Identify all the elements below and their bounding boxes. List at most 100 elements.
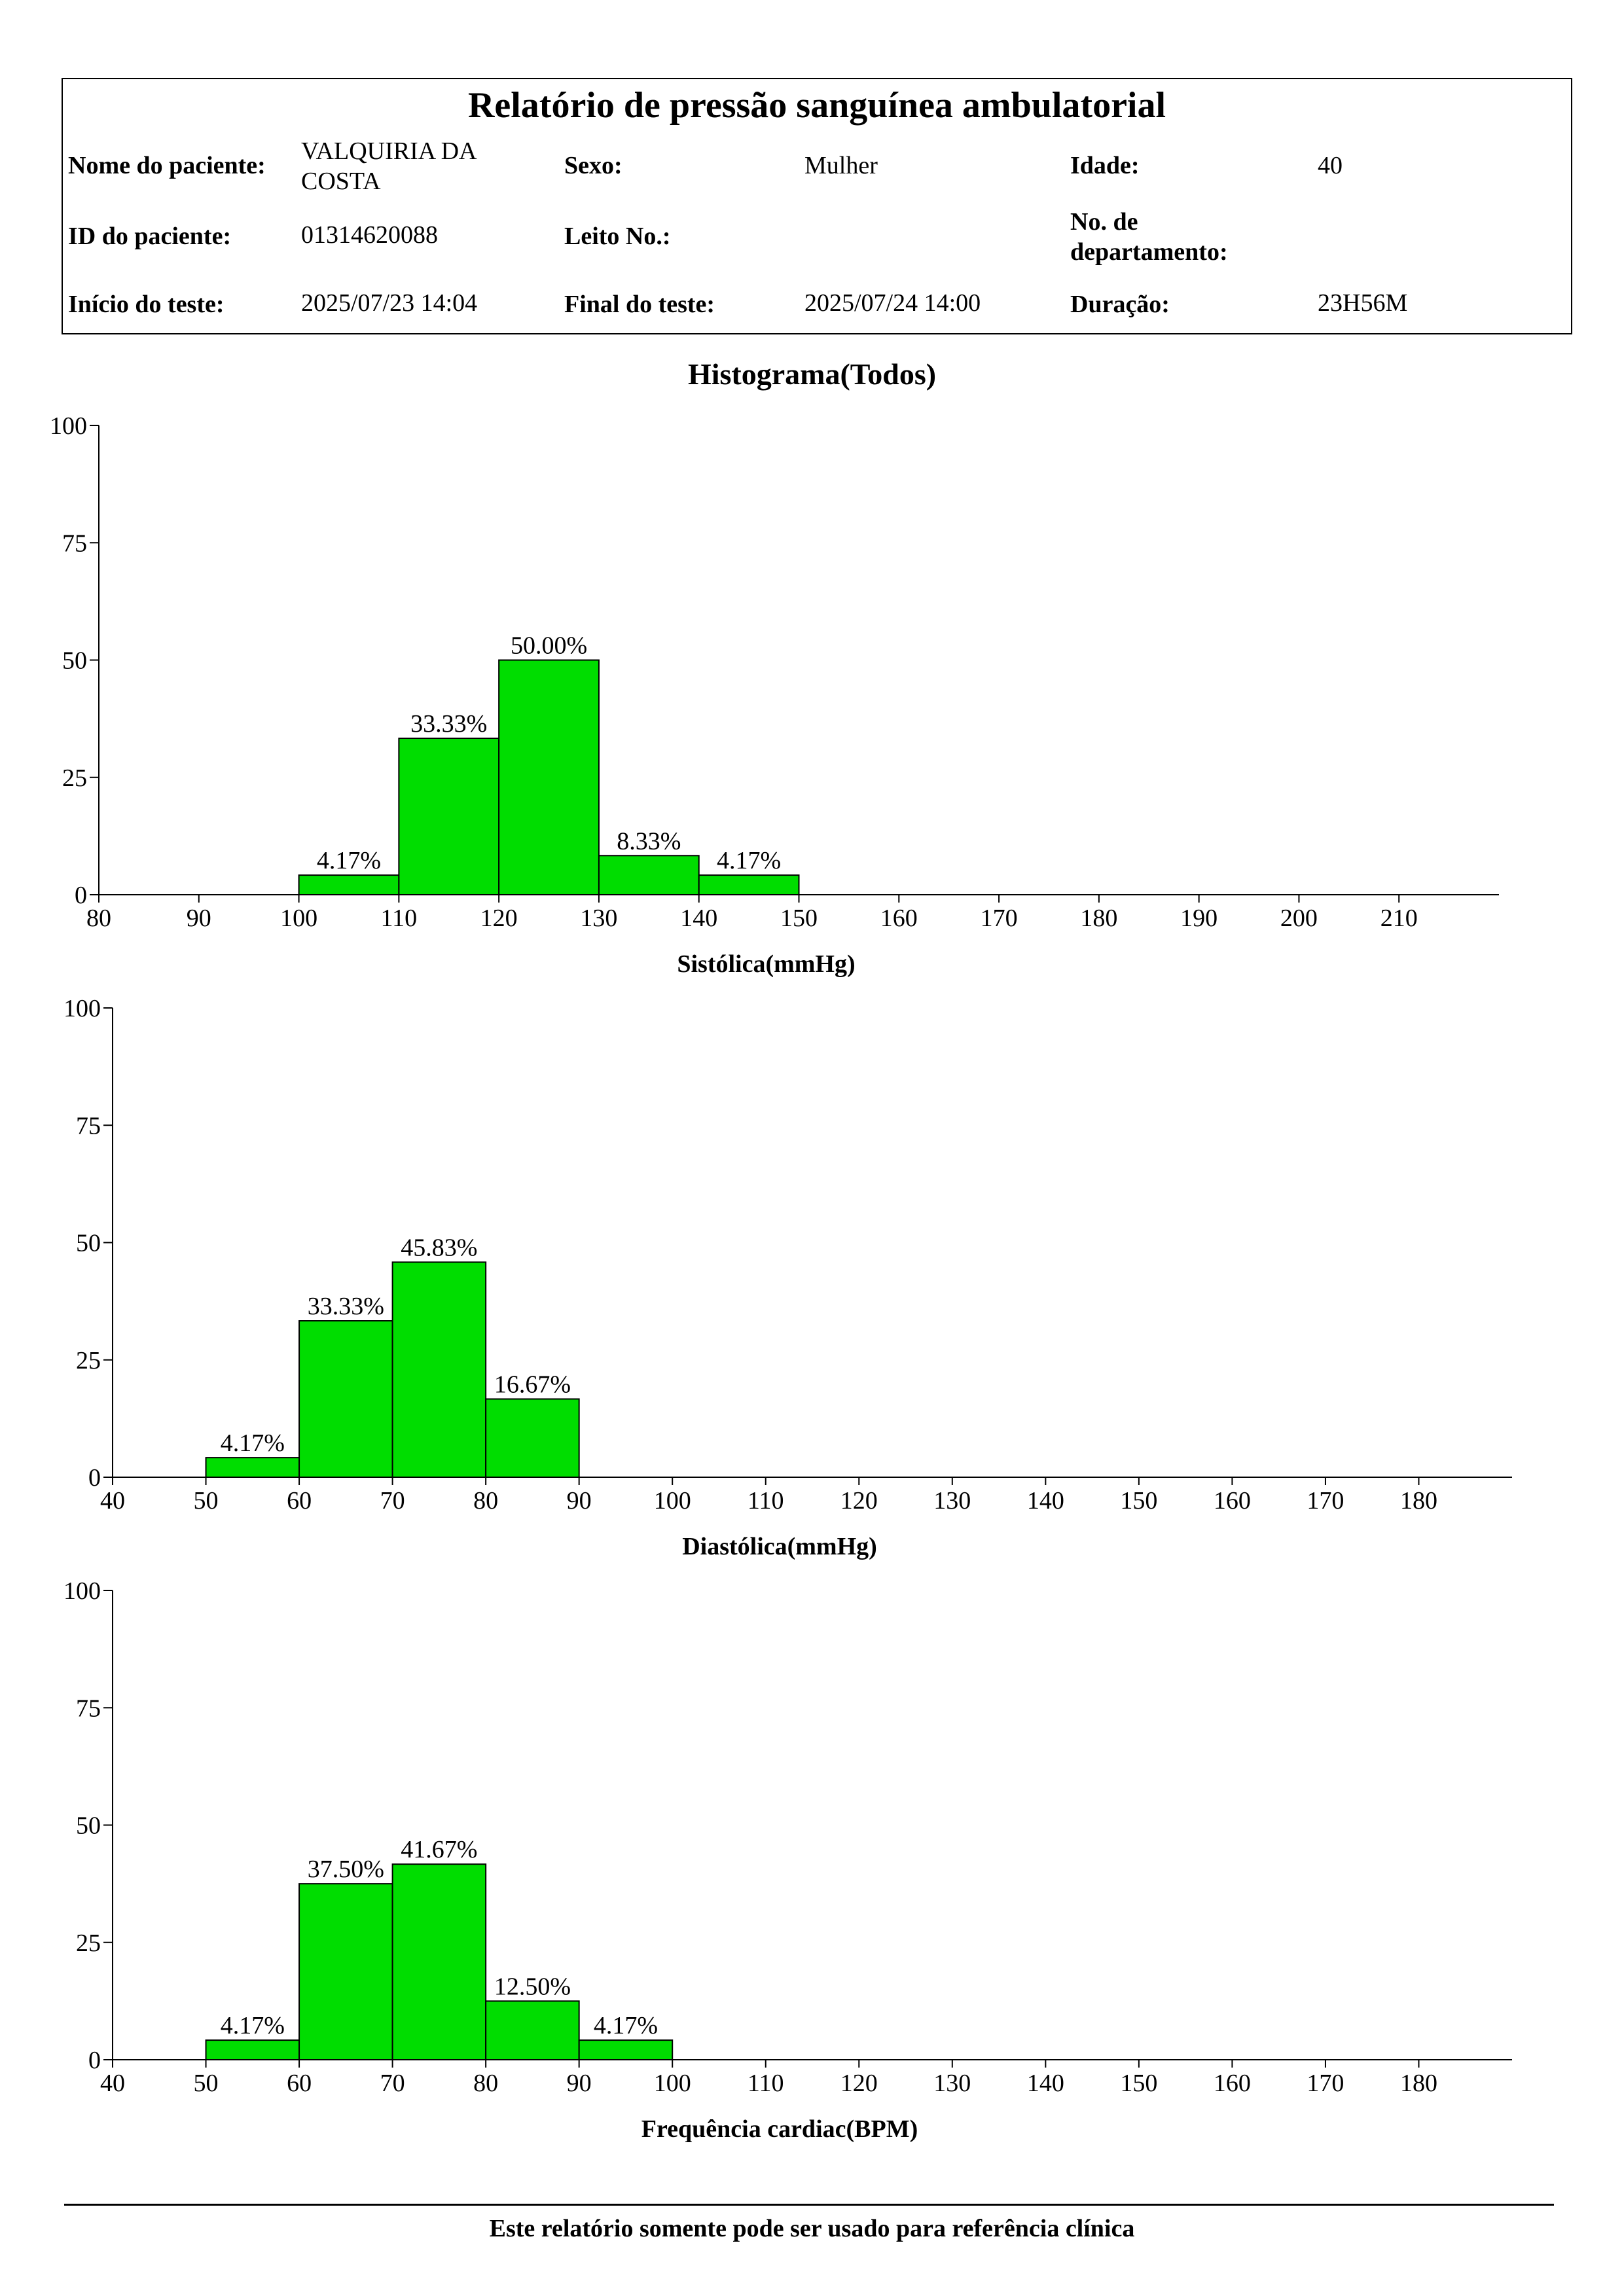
histogram-bar (391, 1863, 487, 2060)
end-value: 2025/07/24 14:00 (804, 289, 981, 317)
x-axis-title: Diastólica(mmHg) (682, 1533, 877, 1560)
y-tick-label: 100 (50, 412, 87, 440)
histogram-bar (578, 2039, 674, 2060)
x-tick-label: 110 (748, 2070, 784, 2097)
dept-label-line1: No. de (1070, 208, 1138, 236)
x-tick-label: 70 (380, 1487, 405, 1515)
x-tick-label: 40 (100, 1487, 125, 1515)
x-tick-label: 120 (840, 1487, 878, 1515)
footer-divider (64, 2204, 1554, 2206)
histogram-bar (398, 738, 500, 895)
histogram-bar (298, 1883, 393, 2060)
y-tick-label: 25 (76, 1929, 101, 1957)
histogram-bar (391, 1261, 487, 1478)
x-tick-label: 160 (1214, 2070, 1251, 2097)
x-axis-title: Sistólica(mmHg) (677, 950, 855, 978)
x-tick-label: 140 (1027, 1487, 1064, 1515)
y-tick-label: 100 (63, 1577, 101, 1605)
systolic-histogram: 0 25 50 75 100 80 90 100 110 120 130 140 150 160 170 18… (50, 412, 1499, 978)
y-tick-label: 75 (62, 529, 87, 557)
x-tick-label: 120 (840, 2070, 878, 2097)
y-tick-label: 0 (75, 882, 87, 909)
histogram-bar (498, 659, 600, 895)
bar-value-label: 33.33% (308, 1293, 384, 1320)
x-tick-label: 40 (100, 2070, 125, 2097)
bed-label: Leito No.: (564, 223, 671, 250)
sex-label: Sexo: (564, 152, 623, 179)
patient-id-label: ID do paciente: (68, 223, 232, 250)
x-tick-label: 140 (1027, 2070, 1064, 2097)
report-header: Relatório de pressão sanguínea ambulator… (62, 78, 1572, 334)
x-tick-label: 210 (1380, 905, 1418, 932)
x-tick-label: 170 (1307, 2070, 1344, 2097)
start-value: 2025/07/23 14:04 (301, 289, 478, 317)
x-tick-label: 110 (748, 1487, 784, 1515)
end-label: Final do teste: (564, 291, 715, 318)
sex-value: Mulher (804, 152, 878, 179)
x-tick-label: 110 (381, 905, 418, 932)
patient-name-value-line1: VALQUIRIA DA (301, 137, 477, 165)
y-tick-label: 0 (88, 2047, 101, 2074)
y-tick-label: 75 (76, 1112, 101, 1139)
histogram-bar (205, 1457, 300, 1478)
y-tick-label: 50 (62, 647, 87, 675)
x-tick-label: 150 (1120, 1487, 1157, 1515)
x-tick-label: 50 (194, 2070, 219, 2097)
histogram-bar (298, 1320, 393, 1478)
x-tick-label: 170 (981, 905, 1018, 932)
x-tick-label: 130 (933, 2070, 971, 2097)
x-tick-label: 170 (1307, 1487, 1344, 1515)
x-tick-label: 80 (86, 905, 111, 932)
x-tick-label: 90 (567, 2070, 592, 2097)
bar-value-label: 45.83% (401, 1234, 477, 1261)
x-tick-label: 130 (933, 1487, 971, 1515)
age-value: 40 (1318, 152, 1343, 179)
x-tick-label: 120 (480, 905, 518, 932)
x-tick-label: 50 (194, 1487, 219, 1515)
x-tick-label: 180 (1400, 1487, 1437, 1515)
histogram-bar (698, 874, 800, 895)
y-tick-label: 100 (63, 995, 101, 1022)
x-tick-label: 90 (567, 1487, 592, 1515)
start-label: Início do teste: (68, 291, 225, 318)
footer-note: Este relatório somente pode ser usado pa… (489, 2215, 1135, 2242)
y-tick-label: 50 (76, 1230, 101, 1257)
dept-label-line2: departamento: (1070, 238, 1228, 266)
x-tick-label: 100 (280, 905, 317, 932)
duration-label: Duração: (1070, 291, 1170, 318)
x-tick-label: 100 (654, 2070, 691, 2097)
bar-value-label: 4.17% (221, 2012, 285, 2039)
y-tick-label: 25 (76, 1347, 101, 1374)
bar-value-label: 4.17% (221, 1429, 285, 1457)
diastolic-histogram: 0 25 50 75 100 40 50 60 70 80 90 100 110 120 130 140 150… (63, 995, 1512, 1560)
bar-value-label: 4.17% (717, 847, 781, 874)
bar-value-label: 8.33% (617, 827, 681, 855)
patient-id-value: 01314620088 (301, 221, 438, 249)
x-tick-label: 140 (680, 905, 717, 932)
x-tick-label: 100 (654, 1487, 691, 1515)
x-tick-label: 80 (473, 2070, 498, 2097)
histogram-bar (485, 2000, 580, 2060)
x-tick-label: 150 (780, 905, 818, 932)
patient-name-label: Nome do paciente: (68, 152, 266, 179)
x-tick-label: 200 (1280, 905, 1318, 932)
histogram-bar (205, 2039, 300, 2060)
bar-value-label: 50.00% (511, 632, 587, 660)
y-tick-label: 0 (88, 1464, 101, 1492)
histogram-bar (598, 855, 700, 896)
histogram-bar (298, 874, 400, 895)
bar-value-label: 41.67% (401, 1836, 477, 1863)
y-tick-label: 75 (76, 1695, 101, 1722)
x-tick-label: 70 (380, 2070, 405, 2097)
x-tick-label: 60 (287, 2070, 312, 2097)
x-tick-label: 180 (1080, 905, 1117, 932)
report-title: Relatório de pressão sanguínea ambulator… (467, 85, 1166, 126)
x-tick-label: 190 (1180, 905, 1218, 932)
duration-value: 23H56M (1318, 289, 1408, 317)
bar-value-label: 4.17% (317, 847, 381, 874)
y-tick-label: 50 (76, 1812, 101, 1840)
bar-value-label: 33.33% (410, 710, 487, 738)
heart-rate-histogram: 0 25 50 75 100 40 50 60 70 80 90 100 110 120 130 140 150… (63, 1577, 1512, 2143)
age-label: Idade: (1070, 152, 1140, 179)
bar-value-label: 12.50% (494, 1973, 571, 2000)
